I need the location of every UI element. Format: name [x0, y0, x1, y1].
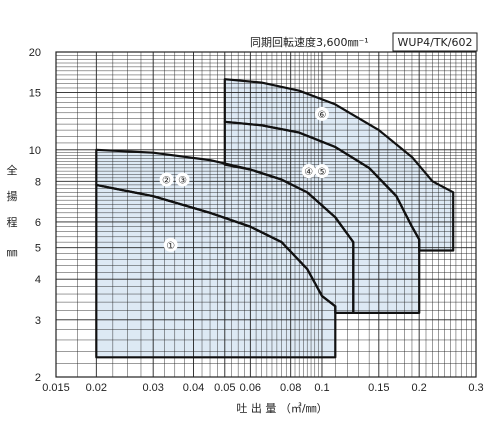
x-tick-label: 0.15 — [368, 382, 389, 394]
zone-label-2: ② — [162, 176, 171, 187]
x-tick-label: 0.2 — [412, 382, 427, 394]
x-axis-label: 吐 出 量 （㎥/㎜） — [236, 401, 327, 415]
zone-label-bg-6 — [314, 106, 329, 121]
zone-fill-1 — [96, 184, 336, 358]
y-axis-label-char: 揚 — [7, 190, 18, 203]
chart-subtitle: 同期回転速度3,600㎜⁻¹ — [250, 35, 369, 49]
model-box — [392, 32, 478, 52]
x-tick-label: 0.1 — [314, 382, 329, 394]
zone-fill-4 — [224, 79, 454, 251]
zone-label-6: ⑥ — [317, 110, 326, 121]
zone-label-bg-2 — [159, 172, 174, 187]
zone-label-3: ③ — [178, 176, 187, 187]
y-tick-label: 4 — [35, 274, 41, 286]
y-tick-label: 6 — [35, 217, 41, 229]
x-tick-label: 0.04 — [183, 382, 204, 394]
zone-label-5: ⑤ — [317, 167, 326, 178]
y-tick-label: 15 — [29, 88, 41, 100]
zone-label-bg-5 — [314, 164, 329, 179]
zone-label-1: ① — [166, 241, 175, 252]
x-tick-label: 0.03 — [142, 382, 163, 394]
x-axis-ticks: 0.015 0.02 0.03 0.04 0.05 0.06 0.08 0.1 0.15 0.2 0… — [42, 382, 483, 394]
y-tick-label: 8 — [35, 176, 41, 188]
x-tick-label: 0.08 — [280, 382, 301, 394]
zone-outlines — [95, 78, 455, 359]
x-tick-label: 0.3 — [468, 382, 483, 394]
zone-label-bg-4 — [301, 164, 316, 179]
zone-label-bg-3 — [175, 172, 190, 187]
y-axis-label-char: 全 — [7, 163, 18, 177]
y-tick-label: 3 — [35, 315, 41, 327]
x-tick-label: 0.015 — [42, 382, 70, 394]
x-tick-label: 0.05 — [214, 382, 235, 394]
chart-grid — [55, 51, 477, 378]
y-axis-label-char: ㎜ — [7, 246, 18, 259]
x-tick-label: 0.06 — [240, 382, 261, 394]
y-tick-label: 2 — [35, 372, 41, 384]
zone-labels: ① ② ③ ④ ⑤ ⑥ — [159, 106, 329, 252]
zone-label-4: ④ — [304, 167, 313, 178]
zone-fill-2 — [96, 149, 354, 313]
y-tick-label: 20 — [29, 47, 41, 59]
x-tick-label: 0.02 — [86, 382, 107, 394]
model-label: WUP4/TK/602 — [398, 36, 473, 49]
y-axis-label-char: 程 — [7, 216, 18, 229]
y-tick-label: 10 — [29, 145, 41, 157]
zone-label-bg-1 — [163, 237, 178, 252]
zone-fills — [96, 79, 454, 358]
y-tick-label: 5 — [35, 243, 41, 255]
zone-outline-4 — [223, 78, 455, 252]
y-axis-ticks: 2 3 4 5 6 8 10 15 20 — [29, 47, 41, 384]
